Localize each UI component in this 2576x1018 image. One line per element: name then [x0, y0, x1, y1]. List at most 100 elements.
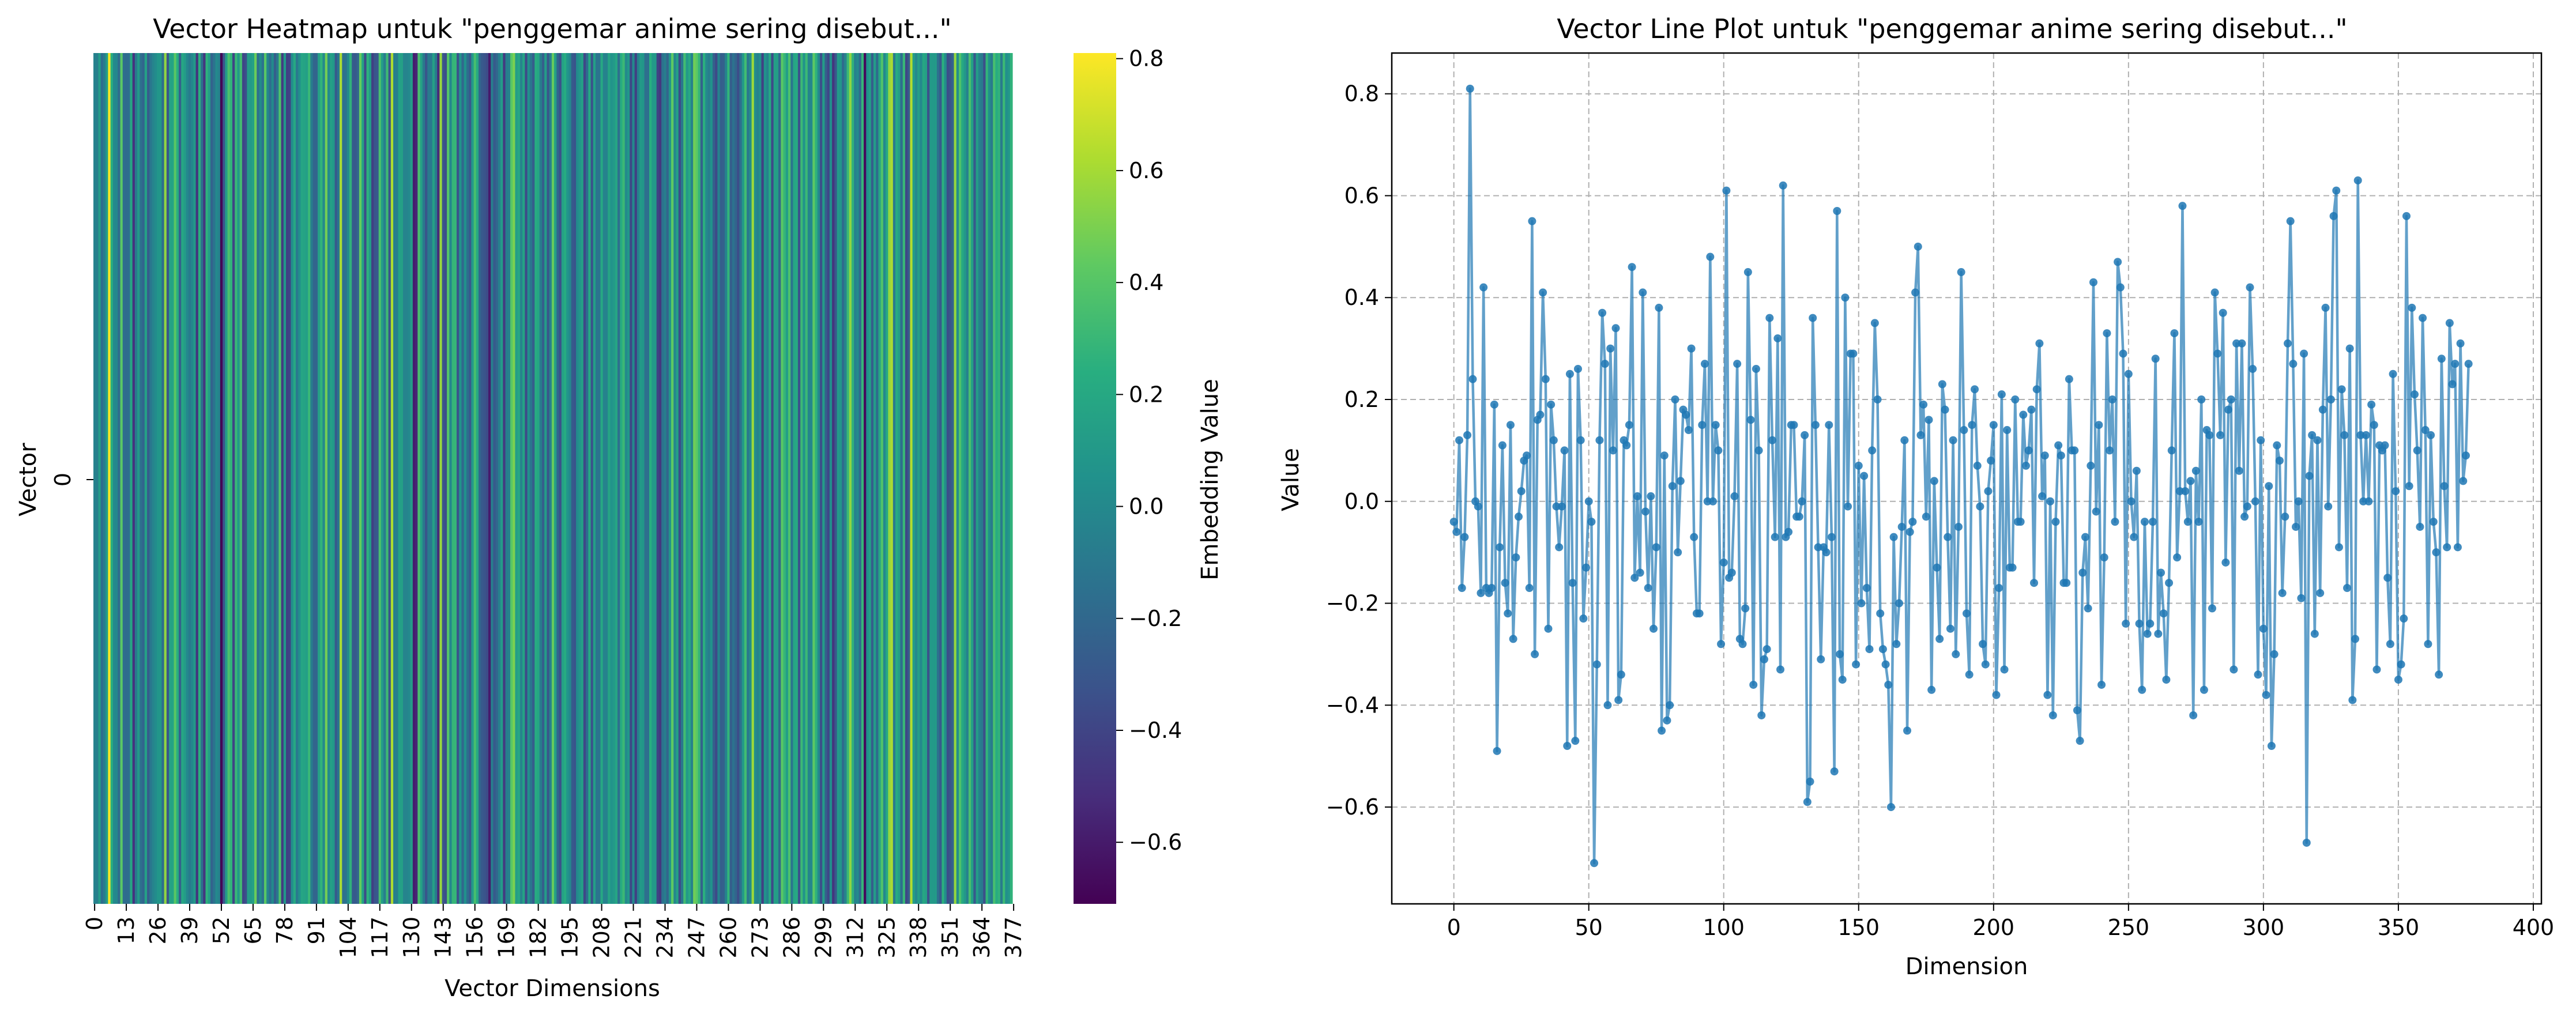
colorbar-label: Embedding Value	[1197, 379, 1223, 580]
line-y-tick-label: −0.6	[1326, 794, 1379, 820]
line-point	[1930, 477, 1938, 485]
heatmap-cell	[405, 53, 409, 904]
line-point	[1892, 640, 1901, 648]
line-point	[2213, 349, 2222, 358]
heatmap-cell	[251, 53, 255, 904]
heatmap-cell	[364, 53, 367, 904]
line-point	[2235, 466, 2243, 475]
heatmap-cell	[634, 53, 638, 904]
heatmap-cell	[529, 53, 533, 904]
heatmap-cell	[551, 53, 555, 904]
heatmap-cell	[846, 53, 850, 904]
line-point	[1971, 385, 1979, 394]
line-point	[2189, 711, 2198, 719]
line-chart-title: Vector Line Plot untuk "penggemar anime …	[1557, 13, 2347, 44]
heatmap-cell	[749, 53, 752, 904]
heatmap-cell	[237, 53, 240, 904]
line-point	[2340, 431, 2349, 439]
line-point	[1606, 344, 1615, 353]
line-point	[2262, 691, 2270, 699]
heatmap-cell	[856, 53, 860, 904]
heatmap-cell	[378, 53, 382, 904]
heatmap-cell	[649, 53, 652, 904]
line-point	[1636, 568, 1644, 577]
heatmap-cell	[956, 53, 959, 904]
heatmap-cell	[981, 53, 984, 904]
line-point	[1746, 416, 1755, 424]
line-point	[2461, 451, 2470, 460]
line-point	[1919, 400, 1928, 409]
line-point	[1773, 334, 1782, 342]
heatmap-cell	[566, 53, 570, 904]
line-point	[2337, 385, 2346, 394]
line-point	[2159, 609, 2168, 618]
heatmap-cell	[442, 53, 445, 904]
line-y-tick-label: 0.4	[1345, 285, 1379, 310]
heatmap-cell	[278, 53, 282, 904]
line-point	[2308, 431, 2317, 439]
line-point	[2165, 579, 2174, 587]
line-point	[1479, 283, 1488, 292]
heatmap-cell	[186, 53, 189, 904]
heatmap-cell	[244, 53, 247, 904]
heatmap-cell	[352, 53, 355, 904]
line-point	[2313, 436, 2322, 444]
heatmap-cell	[837, 53, 840, 904]
line-point	[1515, 512, 1523, 521]
line-point	[1509, 635, 1517, 643]
heatmap-cell	[576, 53, 579, 904]
line-point	[2051, 518, 2060, 526]
heatmap-cell	[188, 53, 191, 904]
heatmap-cell	[656, 53, 660, 904]
line-point	[2078, 568, 2087, 577]
line-point	[2148, 518, 2157, 526]
line-point	[1622, 441, 1631, 450]
line-point	[2095, 421, 2103, 429]
heatmap-cell	[939, 53, 942, 904]
line-point	[1979, 640, 1987, 648]
line-point	[1836, 650, 1844, 658]
line-point	[2092, 507, 2100, 516]
line-point	[1690, 533, 1698, 541]
line-point	[1498, 441, 1507, 450]
heatmap-cell	[983, 53, 986, 904]
colorbar-tick-label: 0.4	[1129, 270, 1163, 295]
line-point	[1857, 599, 1866, 608]
heatmap-cell	[298, 53, 301, 904]
heatmap-x-tick-label: 13	[114, 917, 139, 944]
line-point	[1666, 701, 1674, 710]
heatmap-cell	[741, 53, 745, 904]
line-point	[1806, 777, 1814, 786]
heatmap-cell	[547, 53, 550, 904]
heatmap-cell	[291, 53, 294, 904]
heatmap-cell	[254, 53, 257, 904]
heatmap-cell	[144, 53, 148, 904]
heatmap-cell	[142, 53, 145, 904]
heatmap-cell	[839, 53, 842, 904]
heatmap-x-tick-label: 377	[1001, 917, 1026, 959]
line-point	[2411, 390, 2419, 399]
heatmap-cell	[303, 53, 306, 904]
heatmap-cell	[827, 53, 830, 904]
heatmap-cell	[412, 53, 416, 904]
heatmap-cell	[354, 53, 357, 904]
heatmap-x-tick-label: 221	[621, 917, 646, 959]
line-point	[1628, 263, 1636, 272]
heatmap-cell	[400, 53, 404, 904]
line-point	[2089, 278, 2097, 286]
line-point	[2138, 685, 2146, 694]
line-point	[2443, 543, 2451, 552]
line-point	[2251, 497, 2259, 506]
heatmap-cell	[971, 53, 974, 904]
heatmap-cell	[515, 53, 518, 904]
heatmap-cell	[851, 53, 854, 904]
heatmap-cell	[466, 53, 469, 904]
heatmap-cell	[571, 53, 574, 904]
heatmap-cell	[257, 53, 260, 904]
heatmap-cell	[320, 53, 323, 904]
heatmap-x-tick-label: 260	[715, 917, 741, 959]
line-point	[2027, 405, 2036, 414]
line-point	[1587, 518, 1596, 526]
line-point	[1935, 635, 1944, 643]
colorbar-tick-label: 0.6	[1129, 158, 1163, 183]
